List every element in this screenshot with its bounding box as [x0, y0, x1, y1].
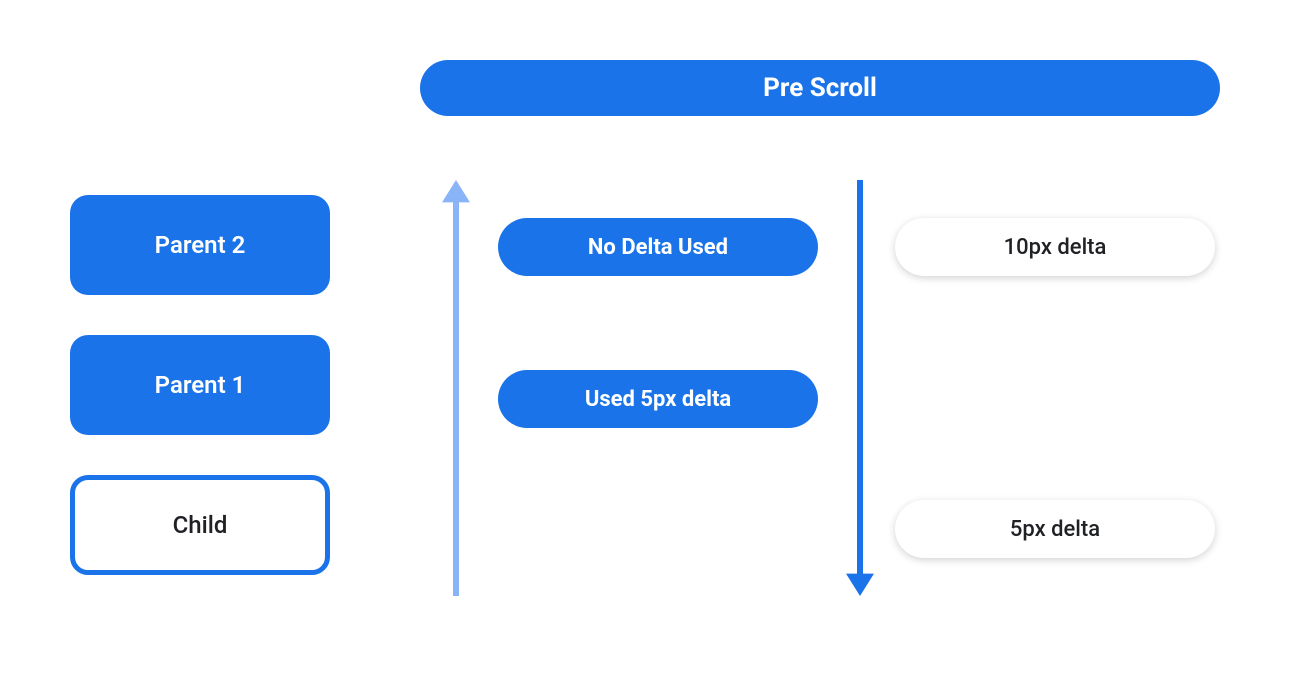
pill-10px-delta: 10px delta: [895, 218, 1215, 276]
node-parent1: Parent 1: [70, 335, 330, 435]
pill-used-5px-delta: Used 5px delta: [498, 370, 818, 428]
header-label: Pre Scroll: [763, 73, 877, 103]
header-pill: Pre Scroll: [420, 60, 1220, 116]
pill-label: 10px delta: [1004, 235, 1107, 260]
node-label: Child: [173, 511, 228, 539]
pill-no-delta-used: No Delta Used: [498, 218, 818, 276]
node-label: Parent 1: [155, 371, 246, 399]
arrow-up-icon: [442, 180, 476, 596]
pre-scroll-diagram: Pre Scroll Parent 2 Parent 1 Child No De…: [0, 0, 1312, 680]
pill-label: No Delta Used: [588, 235, 728, 260]
node-parent2: Parent 2: [70, 195, 330, 295]
node-label: Parent 2: [155, 231, 246, 259]
arrow-down-icon: [846, 180, 880, 596]
pill-label: 5px delta: [1010, 517, 1100, 542]
pill-5px-delta: 5px delta: [895, 500, 1215, 558]
node-child: Child: [70, 475, 330, 575]
pill-label: Used 5px delta: [585, 387, 731, 412]
